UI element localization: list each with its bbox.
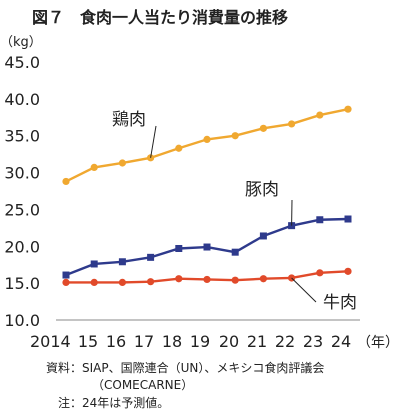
x-tick-label: 16 — [106, 332, 126, 351]
data-point — [316, 269, 324, 277]
data-point — [231, 248, 239, 256]
x-tick-label: 15 — [78, 332, 98, 351]
y-tick-label: 10.0 — [4, 311, 40, 330]
series-label: 鶏肉 — [112, 110, 146, 130]
data-point — [231, 132, 239, 140]
data-point — [175, 244, 183, 252]
y-tick-label: 35.0 — [4, 127, 40, 146]
y-tick-labels: 10.0 15.0 20.0 25.0 30.0 35.0 40.0 45.0 — [4, 53, 40, 330]
data-point — [175, 144, 183, 152]
y-tick-label: 20.0 — [4, 237, 40, 256]
series-label: 豚肉 — [245, 180, 279, 200]
series-label: 牛肉 — [323, 293, 357, 313]
data-point — [147, 278, 155, 286]
data-point — [62, 177, 70, 186]
chart-note: 注：24年は予測値。 — [58, 395, 169, 410]
data-point — [90, 278, 98, 287]
data-point — [259, 275, 267, 283]
data-point — [62, 278, 70, 287]
data-point — [118, 278, 126, 287]
data-point — [344, 215, 352, 223]
data-point — [175, 275, 183, 283]
source-line: 資料：SIAP、国際連合（UN）、メキシコ食肉評議会 — [46, 360, 324, 375]
data-point — [231, 276, 239, 284]
data-point — [316, 216, 324, 224]
source-line: （COMECARNE） — [92, 378, 193, 392]
data-point — [90, 163, 98, 172]
y-axis-unit: （kg） — [0, 35, 42, 50]
x-tick-label: 17 — [134, 332, 154, 351]
data-point — [118, 258, 126, 266]
x-tick-label: 22 — [275, 332, 295, 351]
series-1 — [62, 215, 352, 279]
data-point — [118, 159, 126, 167]
data-point — [344, 105, 352, 113]
data-point — [203, 243, 211, 251]
chart-title: 図７ 食肉一人当たり消費量の推移 — [32, 8, 288, 27]
y-tick-label: 45.0 — [4, 53, 40, 72]
y-tick-label: 15.0 — [4, 274, 40, 293]
data-point — [90, 260, 98, 268]
data-point — [316, 111, 324, 119]
series-line — [65, 108, 349, 183]
x-axis-unit: （年） — [357, 335, 399, 351]
x-tick-labels: 2014 15 16 17 18 19 20 21 22 23 24 — [30, 332, 351, 351]
series-layer — [62, 105, 352, 287]
x-tick-label: 18 — [162, 332, 182, 351]
y-tick-label: 25.0 — [4, 200, 40, 219]
data-point — [259, 124, 267, 132]
callout-line — [150, 125, 157, 158]
x-tick-label: 2014 — [30, 332, 71, 351]
x-tick-label: 21 — [247, 332, 267, 351]
data-point — [344, 267, 352, 275]
series-0 — [62, 105, 352, 186]
x-tick-label: 23 — [303, 332, 323, 351]
y-tick-label: 30.0 — [4, 164, 40, 183]
x-tick-label: 24 — [331, 332, 351, 351]
series-2 — [62, 267, 352, 287]
data-point — [203, 275, 211, 284]
data-point — [147, 253, 155, 261]
data-point — [203, 135, 211, 143]
y-tick-label: 40.0 — [4, 90, 40, 109]
data-point — [62, 271, 70, 279]
data-point — [259, 232, 267, 240]
callout-line — [291, 277, 317, 303]
x-tick-label: 19 — [190, 332, 210, 351]
data-point — [288, 120, 296, 128]
x-tick-label: 20 — [219, 332, 239, 351]
